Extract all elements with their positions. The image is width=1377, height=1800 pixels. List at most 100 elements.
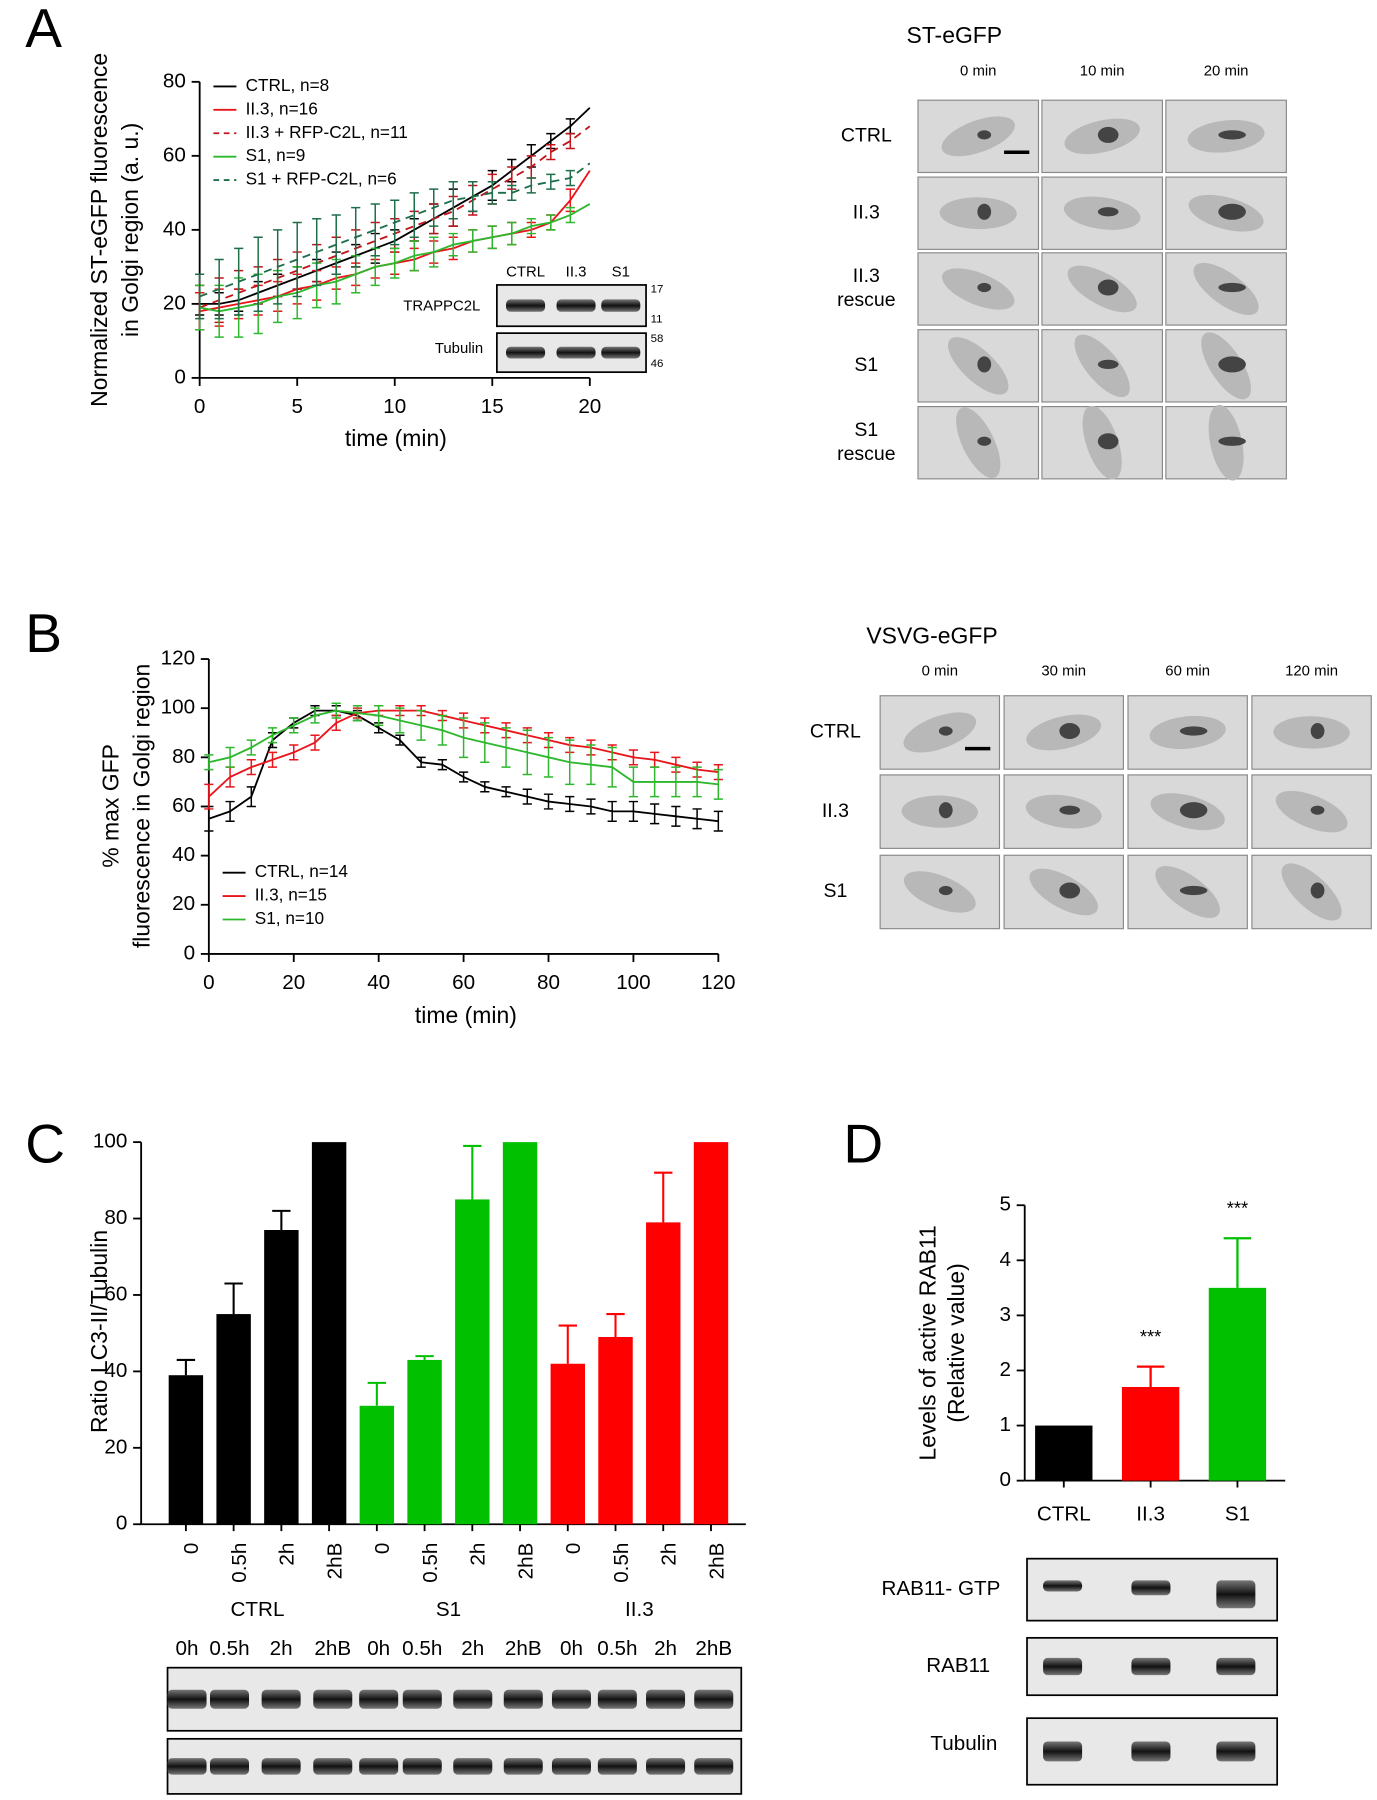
error-bar: [501, 786, 511, 798]
error-bar: [526, 177, 536, 194]
row-label: CTRL: [810, 721, 861, 743]
error-bar: [448, 232, 458, 257]
legend-label: II.3, n=15: [255, 885, 327, 905]
error-bar: [459, 717, 469, 759]
y-tick-label: 0: [174, 365, 185, 388]
legend-label: CTRL, n=8: [246, 75, 330, 95]
x-tick-label: 0: [194, 395, 205, 418]
golgi: [1179, 802, 1208, 819]
legend-label: II.3, n=16: [246, 98, 318, 118]
error-bar: [352, 704, 363, 722]
x-tick-label: 2hB: [514, 1543, 537, 1580]
golgi: [977, 436, 992, 446]
error-bar: [395, 734, 405, 746]
group-label: CTRL: [231, 1598, 285, 1621]
error-bar: [543, 793, 554, 810]
error-bar: [1136, 1365, 1165, 1387]
x-tick-label: 40: [367, 971, 390, 994]
error-bar: [565, 739, 575, 786]
y-tick-label: 20: [172, 892, 195, 915]
row-label: S1: [854, 419, 878, 441]
bar: [359, 1405, 395, 1525]
error-bar: [351, 206, 361, 268]
band: [453, 1689, 493, 1709]
y-tick-label: 40: [104, 1359, 127, 1382]
error-bar: [546, 143, 556, 161]
error-bar: [692, 766, 702, 798]
error-bar: [586, 744, 596, 786]
golgi: [977, 130, 992, 140]
lane-label: 0.5h: [402, 1637, 442, 1660]
y-tick-label: 20: [104, 1435, 127, 1458]
band: [597, 1689, 637, 1709]
panel-title: ST-eGFP: [907, 22, 1003, 48]
error-bar: [586, 798, 596, 815]
error-bar: [671, 766, 681, 798]
lane-label: 0.5h: [209, 1637, 249, 1660]
legend-label: S1, n=10: [255, 908, 324, 928]
y-tick-label: 80: [172, 745, 195, 768]
error-bar: [546, 173, 556, 190]
error-bar: [713, 768, 723, 800]
bar: [1121, 1386, 1180, 1481]
golgi: [1097, 126, 1119, 143]
bar: [168, 1375, 204, 1525]
y-tick-label: 40: [163, 217, 186, 240]
error-bar: [409, 240, 419, 272]
error-bar: [692, 808, 702, 830]
error-bar: [390, 199, 400, 246]
significance: ***: [1140, 1326, 1161, 1347]
time-label: 30 min: [1041, 664, 1086, 680]
x-tick-label: 2h: [276, 1543, 299, 1566]
golgi: [1059, 722, 1081, 740]
band: [402, 1758, 442, 1775]
band: [601, 299, 641, 312]
lane-label: 2h: [270, 1637, 293, 1660]
error-bar: [374, 704, 384, 727]
band: [359, 1689, 399, 1709]
mw-marker: 46: [651, 358, 664, 370]
band: [209, 1689, 250, 1709]
golgi: [1097, 207, 1119, 217]
error-bar: [565, 795, 575, 813]
group-label: II.3: [625, 1598, 654, 1621]
golgi: [977, 356, 992, 373]
x-tick-label: 0: [203, 971, 214, 994]
lane-label: 0h: [560, 1637, 583, 1660]
x-tick-label: 0: [371, 1543, 394, 1554]
error-bar: [246, 759, 256, 776]
x-tick-label: 2h: [658, 1543, 681, 1566]
error-bar: [176, 1358, 196, 1376]
band: [313, 1758, 353, 1775]
x-tick-label: 10: [383, 395, 406, 418]
golgi: [1059, 882, 1081, 899]
error-bar: [558, 1324, 577, 1364]
band: [601, 346, 641, 359]
bar: [455, 1199, 490, 1525]
y-tick-label: 60: [104, 1282, 127, 1305]
error-bar: [390, 247, 400, 279]
error-bar: [331, 214, 341, 276]
error-bar: [204, 805, 214, 832]
band: [1043, 1741, 1083, 1762]
golgi: [1310, 882, 1325, 899]
error-bar: [253, 236, 263, 313]
lane-label: 2h: [461, 1637, 484, 1660]
mw-marker: 17: [651, 284, 664, 296]
band: [167, 1758, 207, 1775]
golgi: [1097, 279, 1119, 296]
band: [506, 299, 546, 312]
error-bar: [565, 169, 575, 187]
y-axis-label: % max GFP: [98, 744, 124, 868]
error-bar: [289, 744, 299, 761]
row-label: II.3: [853, 201, 880, 223]
error-bar: [565, 206, 575, 224]
error-bar: [607, 800, 617, 822]
error-bar: [416, 756, 426, 768]
x-tick-label: 2hB: [323, 1543, 346, 1580]
error-bar: [415, 1355, 434, 1360]
y-tick-label: 0: [999, 1468, 1010, 1491]
x-tick-label: 0.5h: [228, 1543, 251, 1583]
band: [1131, 1657, 1171, 1676]
